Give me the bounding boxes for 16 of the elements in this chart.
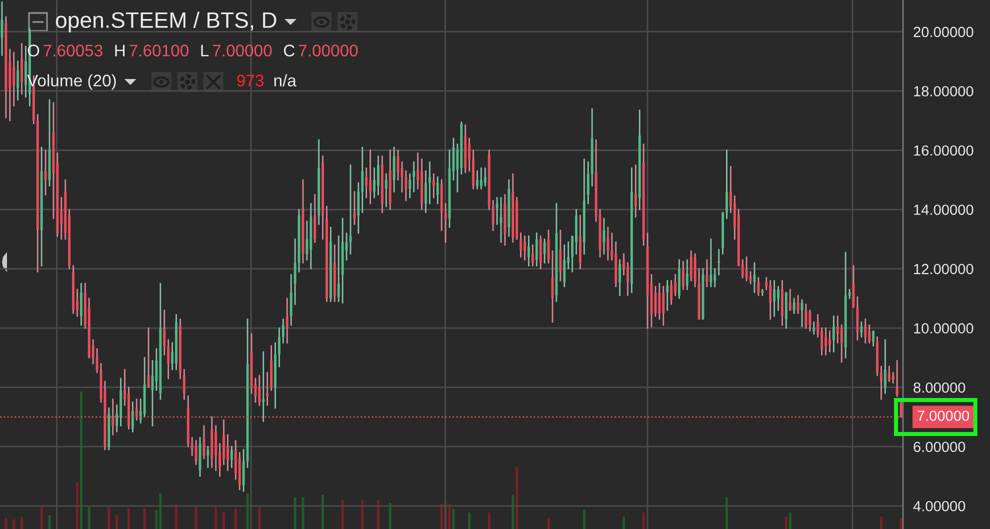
y-tick-label: 14.00000 (914, 204, 974, 215)
y-tick-label: 10.00000 (914, 323, 974, 334)
annotation: C 7.00000 (284, 44, 358, 56)
annotation: 973 (237, 74, 264, 86)
chart-title: open.STEEM / BTS, D (56, 12, 276, 32)
y-tick-label: 18.00000 (914, 86, 974, 96)
y-tick-label: 4.00000 (913, 500, 966, 512)
y-tick-label: 16.00000 (914, 145, 974, 156)
ref-line-label: 7.00000 (918, 410, 970, 421)
annotation: H 7.60100 (115, 44, 188, 56)
annotation: L 7.00000 (201, 44, 272, 56)
y-tick-label: 20.00000 (914, 26, 974, 38)
y-tick-label: 6.00000 (914, 442, 966, 452)
y-tick-label: 12.00000 (914, 264, 974, 274)
annotation: n/a (274, 74, 296, 86)
y-tick-label: 8.00000 (914, 382, 966, 393)
